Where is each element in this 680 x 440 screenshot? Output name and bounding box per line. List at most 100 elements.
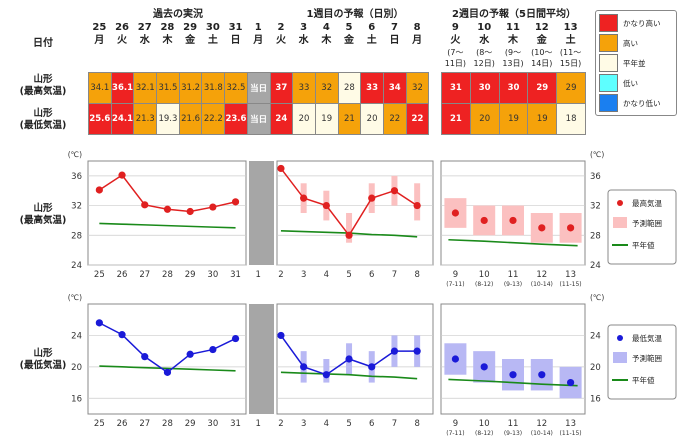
x-tick-label: 25 — [94, 419, 105, 429]
normal-line-week2 — [448, 378, 578, 387]
x-tick-label: 27 — [139, 270, 150, 280]
min-temp-point — [322, 371, 330, 379]
x-tick-sublabel: (7-11) — [446, 430, 464, 437]
temp-cell: 32.5 — [224, 72, 248, 104]
temp-cell: 31.8 — [201, 72, 226, 104]
week2-header: 10 水 (8〜 12日) — [473, 22, 495, 68]
temp-cell: 34 — [382, 72, 407, 104]
min-temp-point — [186, 350, 194, 358]
normal-line-week2 — [448, 238, 578, 247]
max-temp-point — [141, 201, 149, 209]
x-tick-label: 8 — [414, 270, 419, 280]
legend-range-swatch — [613, 217, 627, 228]
today-bar — [249, 161, 274, 265]
week2-header: 12 金 (10〜 14日) — [531, 22, 553, 68]
x-tick-label: 5 — [346, 270, 351, 280]
x-tick-label: 31 — [230, 419, 241, 429]
min-temp-point — [277, 331, 285, 340]
max-temp-point — [95, 186, 103, 194]
day-header: 26 火 — [115, 22, 129, 46]
temp-cell: 33 — [360, 72, 384, 104]
x-tick-sublabel: (10-14) — [531, 281, 553, 288]
min-temp-point — [118, 331, 126, 339]
range-bar — [414, 183, 421, 221]
temp-cell: 31.5 — [156, 72, 180, 104]
x-tick-label: 30 — [207, 419, 218, 429]
y-tick-label: 20 — [71, 363, 82, 373]
temp-cell: 29 — [527, 72, 558, 104]
x-tick-sublabel: (10-14) — [531, 430, 553, 437]
temp-cell: 23.6 — [224, 103, 248, 135]
x-tick-label: 1 — [256, 270, 261, 280]
temp-cell: 当日 — [246, 103, 271, 135]
x-tick-label: 12 — [536, 270, 547, 280]
max-temp-point-week2 — [451, 209, 459, 217]
week2-header: 11 木 (9〜 13日) — [502, 22, 524, 68]
max-temp-point — [209, 203, 217, 211]
temp-cell: 34.1 — [88, 72, 112, 104]
x-tick-label: 13 — [565, 270, 576, 280]
min-temp-point — [300, 363, 308, 371]
y-tick-label-right: 24 — [590, 261, 601, 271]
week2-header: 9 火 (7〜 11日) — [444, 22, 467, 68]
range-bar — [323, 359, 330, 383]
week2-max-row: 31 30 30 29 29 — [441, 72, 586, 104]
x-tick-label: 13 — [565, 419, 576, 429]
temp-cell: 19 — [527, 103, 558, 135]
max-temp-point — [163, 205, 172, 213]
max-temp-point-week2 — [480, 216, 488, 225]
day-header: 2 火 — [275, 22, 286, 46]
x-tick-sublabel: (9-13) — [504, 281, 522, 288]
x-tick-label: 12 — [536, 419, 547, 429]
max-chart-label: 山形 (最高気温) — [19, 203, 67, 226]
y-unit-label-right: (℃) — [590, 293, 604, 302]
temp-cell: 19.3 — [156, 103, 180, 135]
min-temp-point — [390, 347, 399, 355]
date-row-label: 日付 — [33, 38, 53, 49]
max-temp-point — [368, 194, 376, 202]
daily-temperature-table: 34.1 36.1 32.1 31.5 31.2 31.8 32.5 当日 37 33 32 28 33… — [88, 72, 430, 135]
day-header: 5 金 — [344, 22, 355, 46]
week2-temperature-table: 31 30 30 29 29 21 20 19 19 18 — [441, 72, 586, 135]
day-header: 1 月 — [253, 22, 264, 46]
temp-cell: 31 — [441, 72, 471, 104]
legend-range-label: 予測範囲 — [632, 218, 662, 228]
max-temp-point — [277, 164, 285, 173]
plot-frame — [87, 160, 247, 266]
max-temp-point — [118, 171, 126, 179]
legend-dot-icon — [617, 200, 623, 206]
max-temp-point — [413, 201, 421, 210]
min-temp-point-week2 — [538, 371, 546, 379]
temp-cell: 24.1 — [110, 103, 135, 135]
min-temp-point — [163, 368, 172, 376]
max-temp-point-week2 — [538, 224, 546, 232]
temp-cell: 30 — [498, 72, 529, 104]
temp-cell: 18 — [556, 103, 586, 135]
max-temp-point — [186, 207, 194, 216]
temp-cell: 21 — [337, 103, 362, 135]
min-temp-point-week2 — [451, 355, 459, 363]
x-tick-label: 31 — [230, 270, 241, 280]
x-tick-label: 2 — [278, 270, 283, 280]
y-tick-label: 24 — [71, 331, 82, 341]
normal-line-past — [99, 365, 236, 372]
temp-cell: 36.1 — [110, 72, 135, 104]
x-tick-label: 9 — [453, 419, 458, 429]
min-temp-point — [141, 353, 149, 361]
range-bar — [346, 213, 353, 243]
max-row-label: 山形 (最高気温) — [19, 74, 67, 97]
today-bar — [249, 304, 274, 414]
x-tick-label: 9 — [453, 270, 458, 280]
max-temp-point — [322, 201, 330, 210]
max-temp-row: 34.1 36.1 32.1 31.5 31.2 31.8 32.5 当日 37 33 32 28 33… — [88, 72, 430, 104]
y-tick-label-right: 36 — [590, 172, 601, 182]
plot-frame — [276, 160, 434, 266]
temp-cell: 30 — [469, 72, 500, 104]
x-tick-label: 29 — [185, 419, 196, 429]
level-legend: かなり高い 高い 平年並 低い かなり低い — [595, 10, 677, 116]
day-header: 4 木 — [321, 22, 332, 46]
y-tick-label: 36 — [71, 172, 82, 182]
day-header: 6 土 — [366, 22, 377, 46]
max-temp-point — [345, 231, 353, 239]
x-tick-label: 26 — [117, 270, 128, 280]
